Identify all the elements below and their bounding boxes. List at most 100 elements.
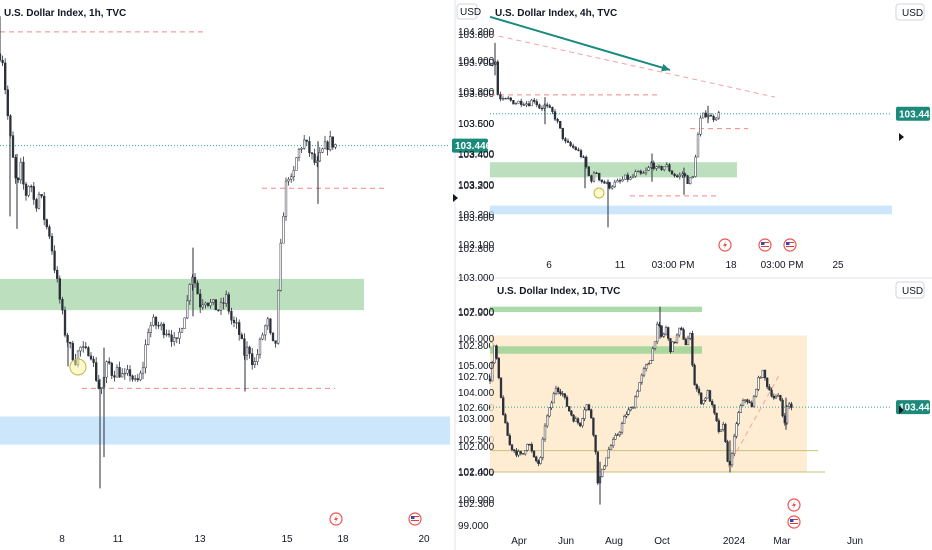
candle-body — [131, 375, 134, 380]
candle-body — [613, 181, 616, 187]
candle-body — [193, 276, 197, 284]
candle-body — [568, 406, 571, 412]
candle-body — [530, 99, 533, 107]
candle-body — [282, 216, 285, 244]
candle-body — [43, 195, 46, 220]
candle-body — [154, 316, 158, 326]
currency-badge-4h[interactable] — [895, 3, 925, 21]
candle-body — [605, 457, 608, 467]
y-tick-label: 104.000 — [458, 388, 495, 399]
candle-body — [222, 302, 225, 304]
candle-body — [188, 284, 191, 302]
candle-body — [783, 415, 786, 424]
candle-body — [675, 334, 679, 343]
x-tick-label: 18 — [725, 260, 737, 271]
candle-body — [178, 331, 181, 339]
candle-body — [527, 103, 531, 107]
panel-4h: 104.200104.000103.800103.600103.400103.2… — [458, 0, 932, 271]
us-flag-event-icon[interactable] — [783, 238, 797, 252]
candle-body — [618, 431, 621, 435]
candle-body — [737, 412, 740, 425]
candle-body — [238, 322, 241, 335]
candle-body — [551, 107, 554, 112]
candle-body — [676, 175, 679, 178]
candle-body — [219, 302, 223, 311]
y-tick-label: 102.400 — [458, 0, 495, 3]
candle-body — [608, 182, 611, 189]
currency-badge-1d[interactable] — [895, 281, 925, 299]
zone — [490, 335, 807, 472]
candle-body — [616, 180, 619, 183]
candle-body — [92, 358, 95, 363]
lightning-event-icon[interactable] — [787, 498, 801, 512]
candle-body — [717, 112, 720, 119]
candle-body — [700, 392, 703, 404]
candle-body — [763, 369, 767, 379]
us-flag-event-icon[interactable] — [787, 515, 801, 529]
candle-body — [183, 317, 186, 329]
candle-body — [699, 117, 702, 135]
candle-body — [63, 309, 67, 336]
candle-body — [611, 186, 614, 189]
y-tick-label: 102.600 — [458, 403, 495, 414]
candle-body — [629, 407, 632, 411]
candle-body — [669, 338, 672, 352]
candle-body — [634, 396, 637, 408]
candle-body — [141, 367, 145, 374]
candle-body — [678, 327, 681, 336]
candle-body — [204, 302, 207, 306]
us-flag-event-icon[interactable] — [758, 238, 772, 252]
candle-body — [543, 425, 547, 440]
candle-body — [256, 354, 259, 362]
candle-body — [58, 278, 61, 300]
candle-body — [89, 355, 93, 360]
candle-body — [741, 400, 745, 406]
candle-body — [653, 341, 657, 349]
candle-body — [600, 179, 603, 182]
candle-body — [105, 361, 108, 378]
candle-body — [201, 304, 204, 308]
candle-body — [113, 375, 116, 378]
candle-body — [530, 444, 533, 452]
candle-body — [587, 404, 591, 411]
flag-canton — [786, 242, 790, 245]
candle-body — [149, 325, 152, 333]
y-tick-label: 99.000 — [458, 521, 489, 532]
candle-body — [509, 97, 512, 101]
candle-body — [553, 111, 557, 120]
candle-body — [121, 373, 124, 378]
candle-body — [592, 172, 596, 182]
candle-body — [761, 369, 764, 378]
candle-body — [636, 390, 639, 398]
candle-body — [510, 444, 514, 450]
lightning-event-icon[interactable] — [329, 512, 343, 526]
candle-body — [678, 174, 681, 178]
candle-body — [709, 115, 713, 117]
candle-body — [686, 175, 689, 185]
candle-body — [655, 166, 658, 169]
candle-body — [704, 112, 707, 118]
panel-1h: 103.800103.700103.600103.500103.400103.3… — [0, 16, 495, 545]
us-flag-event-icon[interactable] — [408, 512, 422, 526]
candle-body — [261, 334, 264, 340]
title-1h: U.S. Dollar Index, 1h, TVC — [4, 8, 126, 19]
zone — [0, 278, 364, 311]
lightning-event-icon[interactable] — [718, 238, 732, 252]
candle-body — [768, 386, 771, 391]
flag-stripe — [790, 523, 798, 524]
candle-body — [496, 61, 499, 95]
candle-body — [326, 141, 329, 150]
candle-body — [711, 401, 714, 405]
candle-body — [37, 194, 41, 209]
candle-body — [30, 185, 33, 188]
x-tick-label: 15 — [281, 534, 293, 545]
candle-body — [61, 299, 64, 311]
candle-body — [696, 134, 700, 158]
candle-body — [56, 269, 59, 279]
candle-body — [657, 166, 661, 168]
candle-body — [6, 89, 9, 116]
candle-body — [271, 332, 275, 341]
candle-body — [186, 300, 189, 319]
currency-badge-4h-left[interactable] — [456, 3, 478, 20]
candle-body — [594, 434, 597, 453]
